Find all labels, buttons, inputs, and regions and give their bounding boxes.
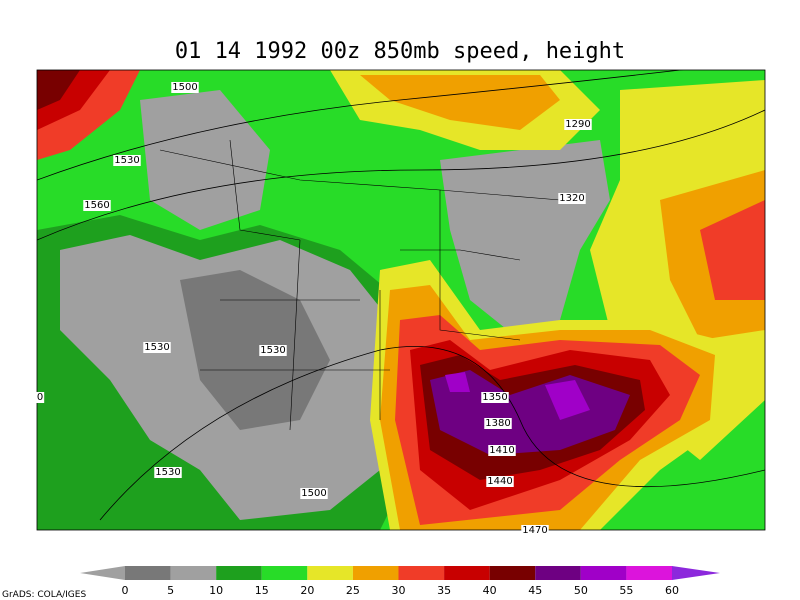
contour-label-bg <box>521 525 549 536</box>
contour-label-bg <box>171 82 199 93</box>
field-region <box>180 270 330 430</box>
map-title: 01 14 1992 00z 850mb speed, height <box>175 39 625 64</box>
colorbar-box <box>535 566 581 580</box>
contour-label-bg <box>143 342 171 353</box>
contour-label: 1530 <box>155 467 180 478</box>
contour-label: 1530 <box>144 342 169 353</box>
colorbar-under-arrow <box>80 566 125 580</box>
colorbar-tick-label: 35 <box>437 584 451 597</box>
colorbar-tick-label: 5 <box>167 584 174 597</box>
colorbar-box <box>444 566 490 580</box>
contour-label: 1500 <box>301 488 326 499</box>
colorbar-box <box>352 566 399 580</box>
credit: GrADS: COLA/IGES <box>2 590 86 600</box>
contour-label-bg <box>486 476 514 487</box>
contour-label: 1470 <box>522 525 547 536</box>
field-region <box>140 90 270 230</box>
contour-label: 1530 <box>260 345 285 356</box>
contour-label: 0 <box>37 392 43 403</box>
colorbar-box <box>261 566 308 580</box>
field-region <box>445 372 470 392</box>
contour-label-bg <box>484 418 512 429</box>
height-contours <box>37 70 765 521</box>
colorbar-tick-label: 20 <box>300 584 314 597</box>
colorbar-box <box>216 566 262 580</box>
contour-label-bg <box>564 119 592 130</box>
colorbar-box <box>125 566 171 580</box>
colorbar-box <box>626 566 672 580</box>
contour-label: 1500 <box>172 82 197 93</box>
colorbar-tick-label: 55 <box>619 584 633 597</box>
contour-label-bg <box>488 445 516 456</box>
contour-label-bg <box>83 200 111 211</box>
contour-label-bg <box>35 392 45 403</box>
contour-label-bg <box>300 488 328 499</box>
contour-label-bg <box>154 467 182 478</box>
colorbar-tick-label: 60 <box>665 584 679 597</box>
colorbar-tick-label: 50 <box>574 584 588 597</box>
colorbar-tick-label: 30 <box>392 584 406 597</box>
colorbar-tick-label: 45 <box>528 584 542 597</box>
colorbar-box <box>307 566 353 580</box>
contour-label-bg <box>259 345 287 356</box>
contour-label: 1410 <box>489 445 514 456</box>
state-boundaries <box>159 139 561 431</box>
field-region <box>37 70 80 110</box>
colorbar-box <box>489 566 536 580</box>
speed-field <box>37 70 765 530</box>
colorbar-tick-label: 40 <box>483 584 497 597</box>
colorbar-tick-label: 15 <box>255 584 269 597</box>
contour-label-bg <box>481 392 509 403</box>
colorbar-tick-label: 10 <box>209 584 223 597</box>
colorbar-box <box>398 566 445 580</box>
contour-label: 1440 <box>487 476 512 487</box>
field-region <box>700 200 765 300</box>
colorbar-box <box>170 566 217 580</box>
contour-label: 1350 <box>482 392 507 403</box>
contour-label: 1320 <box>559 193 584 204</box>
contour-label-bg <box>113 155 141 166</box>
colorbar-tick-label: 25 <box>346 584 360 597</box>
map-frame <box>36 69 766 531</box>
colorbar-box <box>580 566 627 580</box>
contour-label: 1380 <box>485 418 510 429</box>
field-region <box>545 380 590 420</box>
colorbar-tick-label: 0 <box>122 584 129 597</box>
contour-label: 1560 <box>84 200 109 211</box>
contour-label: 1530 <box>114 155 139 166</box>
colorbar-over-arrow <box>672 566 720 580</box>
contour-label: 1290 <box>565 119 590 130</box>
contour-label-bg <box>558 193 586 204</box>
field-region <box>440 140 610 340</box>
